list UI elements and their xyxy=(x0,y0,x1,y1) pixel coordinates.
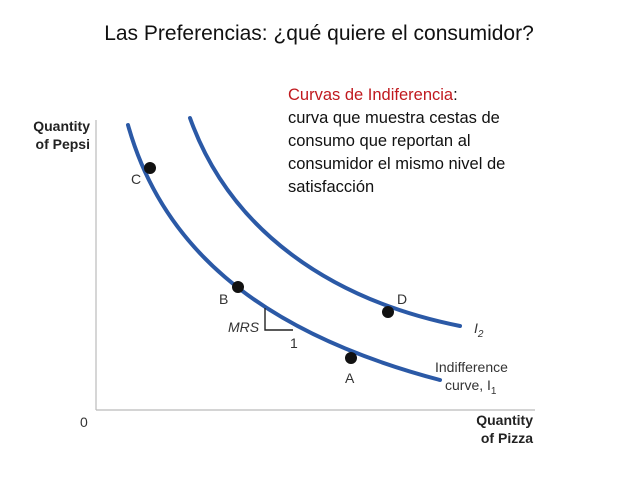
mrs-label: MRS xyxy=(228,319,260,335)
definition-colon: : xyxy=(453,86,458,104)
point-b xyxy=(232,281,244,293)
indifference-curve-i1 xyxy=(126,123,442,382)
definition-line-1: Curvas de Indiferencia: xyxy=(288,84,588,107)
definition-text: Curvas de Indiferencia: curva que muestr… xyxy=(288,84,588,199)
point-c xyxy=(144,162,156,174)
point-a-label: A xyxy=(345,370,355,386)
mrs-one-label: 1 xyxy=(290,335,298,351)
indifference-curve-i2 xyxy=(188,116,462,328)
curve-i1-label-line2: curve, I1 xyxy=(445,377,497,397)
point-b-label: B xyxy=(219,291,228,307)
curve-i1-subscript: 1 xyxy=(491,386,497,397)
x-axis-label-line2: of Pizza xyxy=(481,430,533,446)
point-d xyxy=(382,306,394,318)
point-c-label: C xyxy=(131,171,141,187)
mrs-triangle xyxy=(264,308,293,331)
point-a xyxy=(345,352,357,364)
definition-line-5: satisfacción xyxy=(288,178,375,196)
y-axis-label-line2: of Pepsi xyxy=(36,136,90,152)
point-d-label: D xyxy=(397,291,407,307)
curve-i1-label-line1: Indifference xyxy=(435,359,508,375)
definition-line-3: consumo que reportan al xyxy=(288,132,471,150)
curve-i2-subscript: 2 xyxy=(477,329,484,340)
slide-title: Las Preferencias: ¿qué quiere el consumi… xyxy=(104,22,534,45)
curve-i2-label: I2 xyxy=(474,320,484,340)
y-axis-label-line1: Quantity xyxy=(33,118,90,134)
x-axis-label-line1: Quantity xyxy=(476,412,533,428)
definition-line-2: curva que muestra cestas de xyxy=(288,109,500,127)
curve-i1-text: curve, I xyxy=(445,377,491,393)
definition-term: Curvas de Indiferencia xyxy=(288,86,454,104)
curve-i2-letter: I xyxy=(474,320,478,336)
origin-label: 0 xyxy=(80,414,88,430)
definition-line-4: consumidor el mismo nivel de xyxy=(288,155,506,173)
